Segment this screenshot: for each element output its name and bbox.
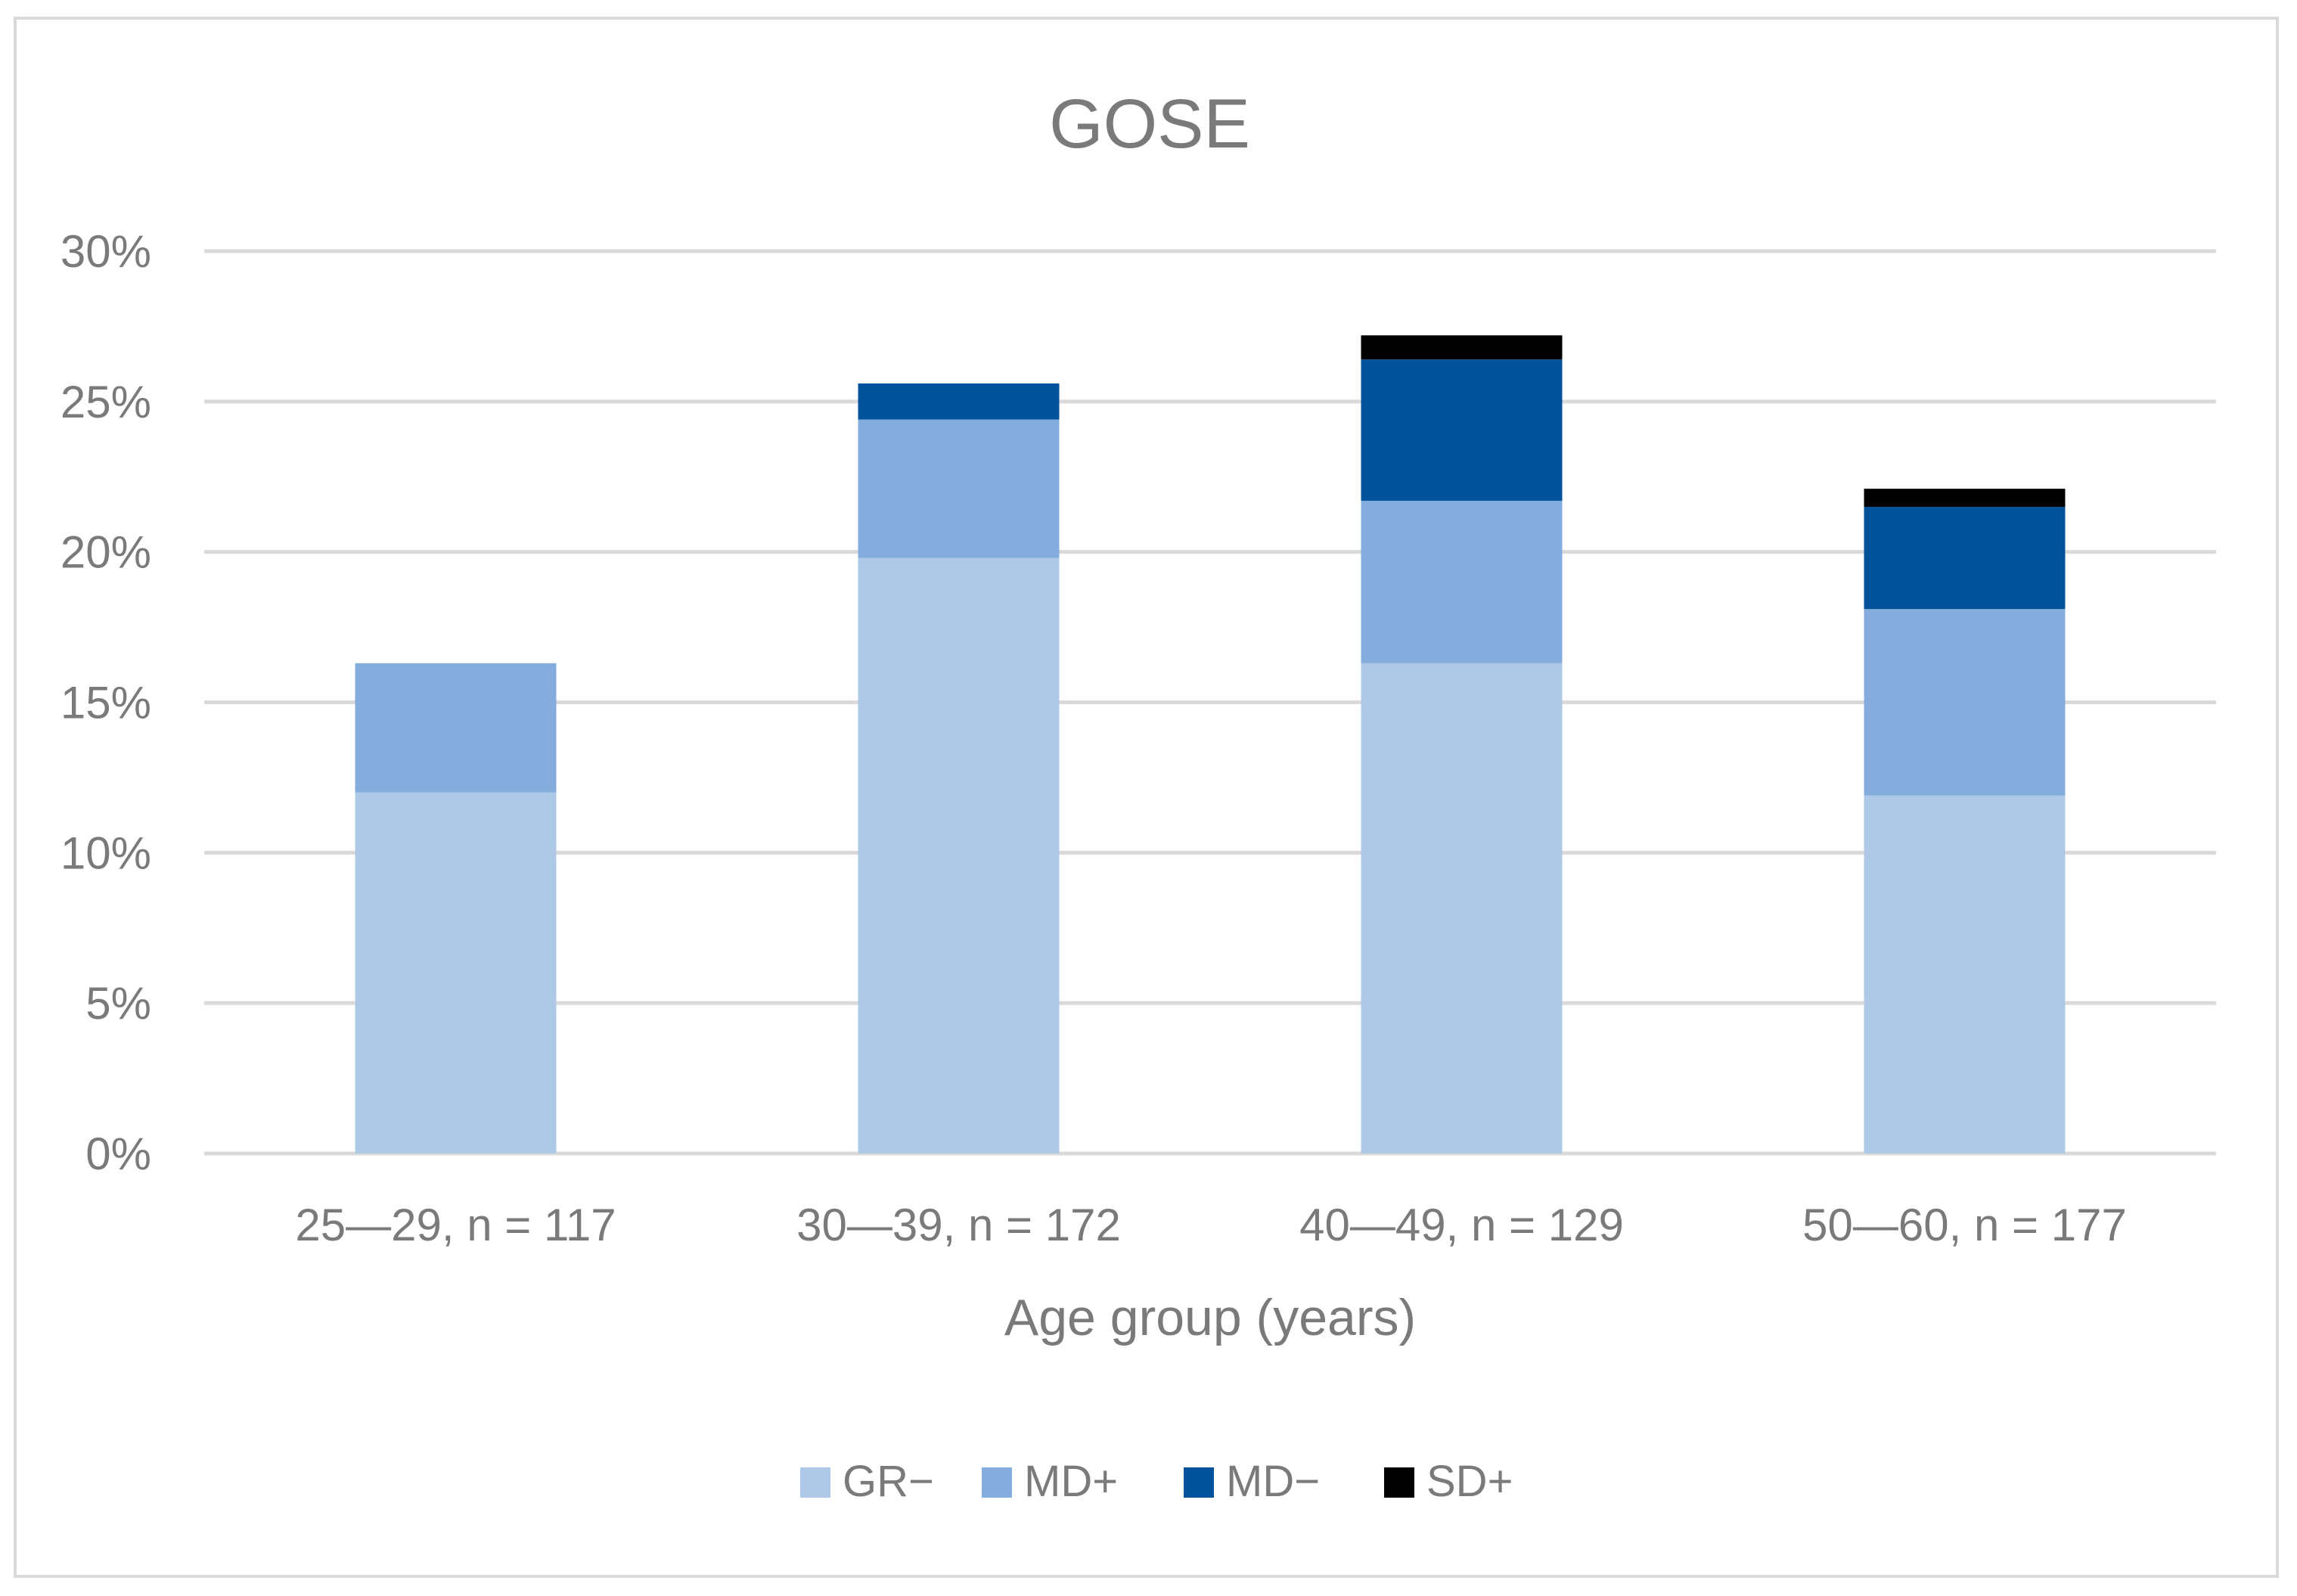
y-tick-label: 10% [61,827,151,878]
bar-segment [1864,795,2066,1154]
legend-swatch [982,1467,1012,1498]
legend-label: MD− [1226,1457,1320,1506]
legend-label: SD+ [1426,1457,1513,1506]
bar-segment [858,419,1060,558]
legend-swatch [1184,1467,1214,1498]
bars [355,335,2066,1154]
legend-swatch [1384,1467,1414,1498]
y-tick-label: 0% [85,1129,151,1179]
legend: GR− MD+ MD− SD+ [800,1457,1513,1506]
bar-segment [355,792,557,1154]
y-tick-label: 20% [61,527,151,578]
y-tick-label: 5% [85,978,151,1029]
bar-segment [1361,335,1563,360]
y-tick-label: 15% [61,678,151,728]
x-tick-label: 30—39, n = 172 [796,1200,1121,1250]
y-tick-label: 30% [61,226,151,277]
bar-segment [1864,609,2066,796]
bar-segment [858,383,1060,420]
y-tick-label: 25% [61,377,151,427]
y-axis-tick-labels: 0% 5% 10% 15% 20% 25% 30% [61,226,151,1179]
chart-title: GOSE [1049,85,1250,163]
bar-segment [1864,489,2066,508]
bar-segment [355,663,557,793]
x-axis-tick-labels: 25—29, n = 117 30—39, n = 172 40—49, n = 1… [295,1200,2126,1250]
legend-swatch [800,1467,830,1498]
bar-segment [1361,663,1563,1154]
x-axis-label: Age group (years) [1004,1289,1416,1346]
x-tick-label: 50—60, n = 177 [1802,1200,2127,1250]
legend-label: MD+ [1024,1457,1118,1506]
legend-label: GR− [843,1457,934,1506]
x-tick-label: 25—29, n = 117 [295,1200,616,1250]
bar-segment [1864,507,2066,610]
x-tick-label: 40—49, n = 129 [1299,1200,1624,1250]
bar-segment [1361,501,1563,663]
bar-segment [858,557,1060,1154]
bar-segment [1361,359,1563,501]
